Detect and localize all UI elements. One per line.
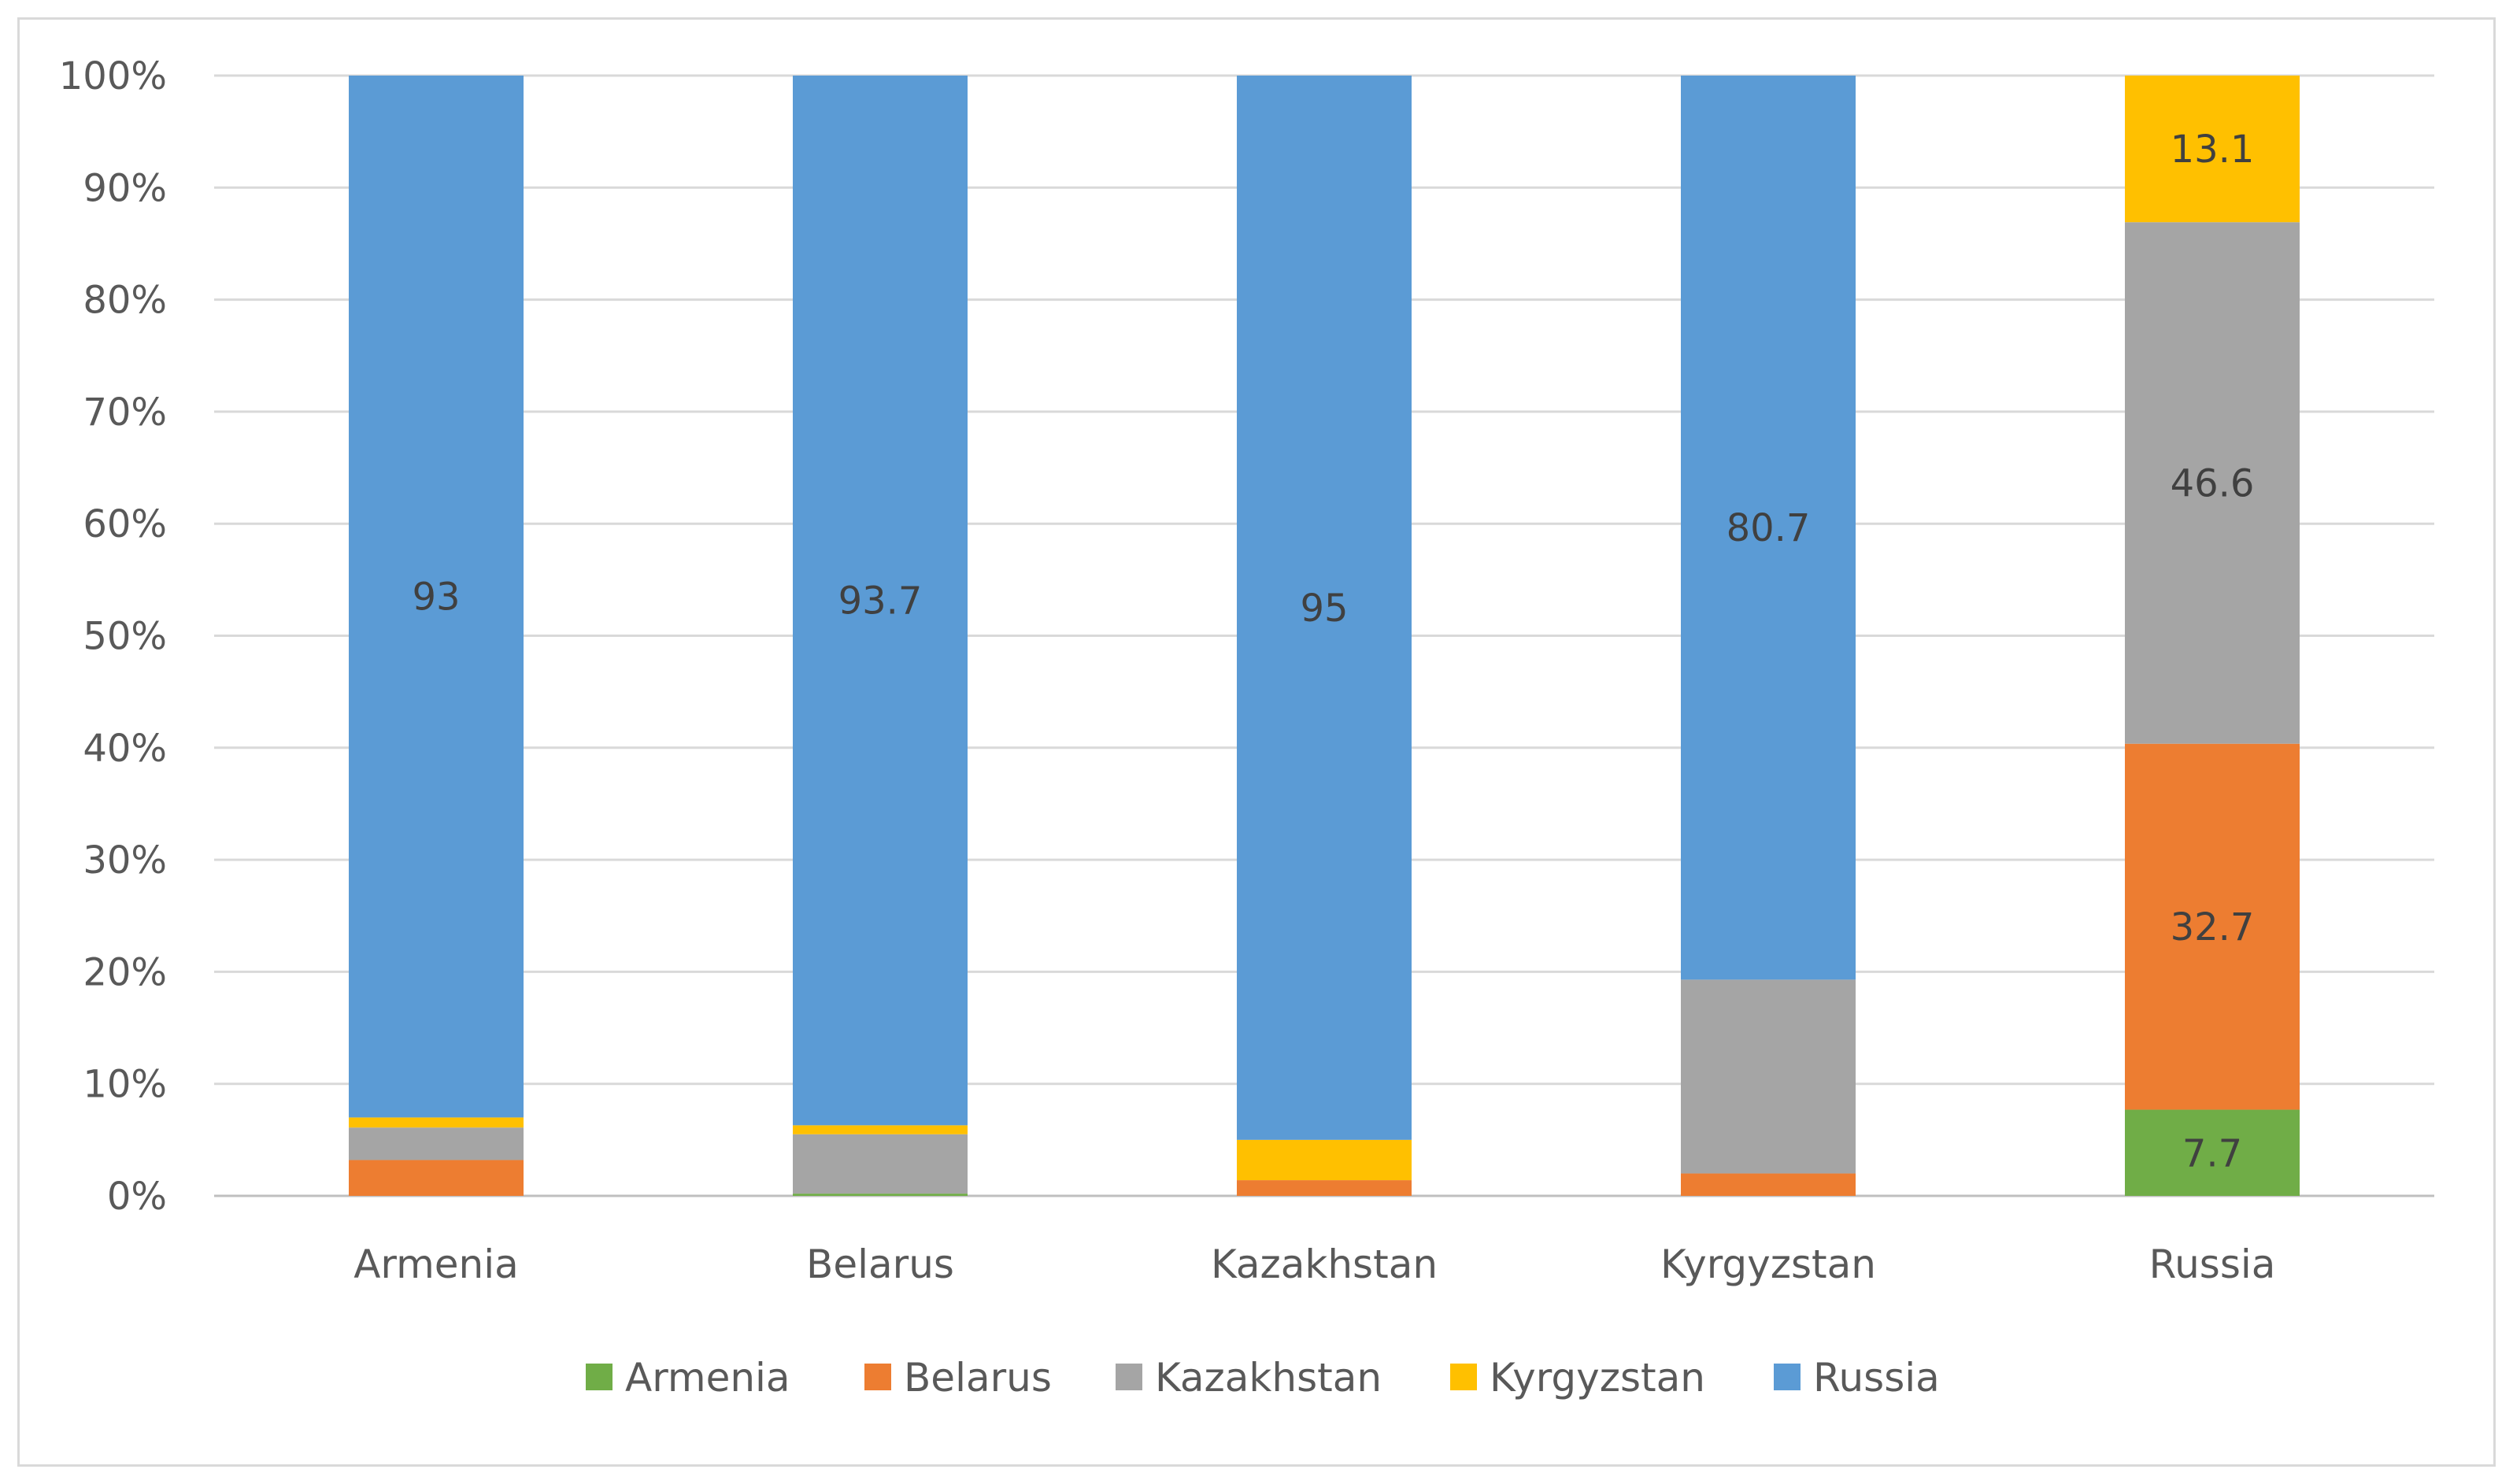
y-tick-label: 100% (59, 54, 167, 98)
x-tick-label: Kyrgyzstan (1660, 1242, 1876, 1287)
y-tick-label: 70% (83, 390, 167, 435)
bar-segment-kazakhstan-armenia (349, 1127, 524, 1160)
bar-segment-belarus-armenia (349, 1160, 524, 1196)
legend-swatch-kyrgyzstan (1450, 1364, 1477, 1390)
x-tick-label: Armenia (353, 1242, 519, 1287)
legend-label: Russia (1813, 1355, 1940, 1401)
bar-segment-armenia-russia (2125, 1109, 2300, 1196)
bar-segment-kyrgyzstan-armenia (349, 1117, 524, 1128)
data-label: 46.6 (2171, 461, 2255, 505)
bar-segment-russia-armenia (349, 76, 524, 1118)
legend-label: Kazakhstan (1155, 1355, 1382, 1401)
data-label: 13.1 (2171, 128, 2255, 172)
y-axis-ticks: 0% 10% 20% 30% 40% 50% 60% 70% 80% 90% 100% (59, 54, 167, 1219)
data-label: 7.7 (2182, 1131, 2242, 1175)
bar-segment-russia-belarus (793, 76, 968, 1126)
x-tick-label: Kazakhstan (1211, 1242, 1438, 1287)
y-tick-label: 60% (83, 502, 167, 546)
y-tick-label: 30% (83, 838, 167, 883)
data-label: 93 (412, 575, 460, 620)
bar-segment-russia-kazakhstan (1237, 76, 1412, 1140)
legend-swatch-belarus (864, 1364, 891, 1390)
bar-segment-russia-kyrgyzstan (1681, 76, 1856, 980)
legend: Armenia Belarus Kazakhstan Kyrgyzstan Russia (586, 1355, 1940, 1401)
data-label: 80.7 (1727, 506, 1811, 550)
y-tick-label: 90% (83, 166, 167, 210)
legend-label: Armenia (625, 1355, 790, 1401)
legend-swatch-armenia (586, 1364, 613, 1390)
x-tick-label: Belarus (806, 1242, 954, 1287)
y-tick-label: 40% (83, 727, 167, 771)
bar-segment-kazakhstan-russia (2125, 222, 2300, 744)
data-labels: 93 93.7 95 80.7 7.7 32.7 46.6 13.1 (412, 128, 2254, 1175)
x-tick-label: Russia (2149, 1242, 2276, 1287)
bar-segment-kyrgyzstan-russia (2125, 76, 2300, 223)
bar-segment-belarus-russia (2125, 743, 2300, 1110)
y-tick-label: 80% (83, 279, 167, 323)
x-axis-ticks: Armenia Belarus Kazakhstan Kyrgyzstan Russia (353, 1242, 2275, 1287)
bars (349, 76, 2300, 1196)
data-label: 95 (1300, 587, 1348, 631)
legend-label: Belarus (904, 1355, 1052, 1401)
bar-segment-belarus-kazakhstan (1237, 1180, 1412, 1196)
data-label: 93.7 (838, 579, 923, 624)
y-tick-label: 0% (107, 1175, 167, 1219)
y-tick-label: 50% (83, 615, 167, 659)
legend-label: Kyrgyzstan (1490, 1355, 1705, 1401)
y-tick-label: 20% (83, 950, 167, 994)
bar-segment-kyrgyzstan-kazakhstan (1237, 1139, 1412, 1181)
y-tick-label: 10% (83, 1063, 167, 1107)
legend-swatch-kazakhstan (1116, 1364, 1142, 1390)
bar-segment-armenia-belarus (793, 1193, 968, 1196)
bar-segment-kazakhstan-belarus (793, 1134, 968, 1194)
data-label: 32.7 (2171, 905, 2255, 949)
bar-segment-kazakhstan-kyrgyzstan (1681, 979, 1856, 1174)
bar-segment-belarus-kyrgyzstan (1681, 1173, 1856, 1196)
bar-segment-kyrgyzstan-belarus (793, 1125, 968, 1134)
legend-swatch-russia (1774, 1364, 1801, 1390)
